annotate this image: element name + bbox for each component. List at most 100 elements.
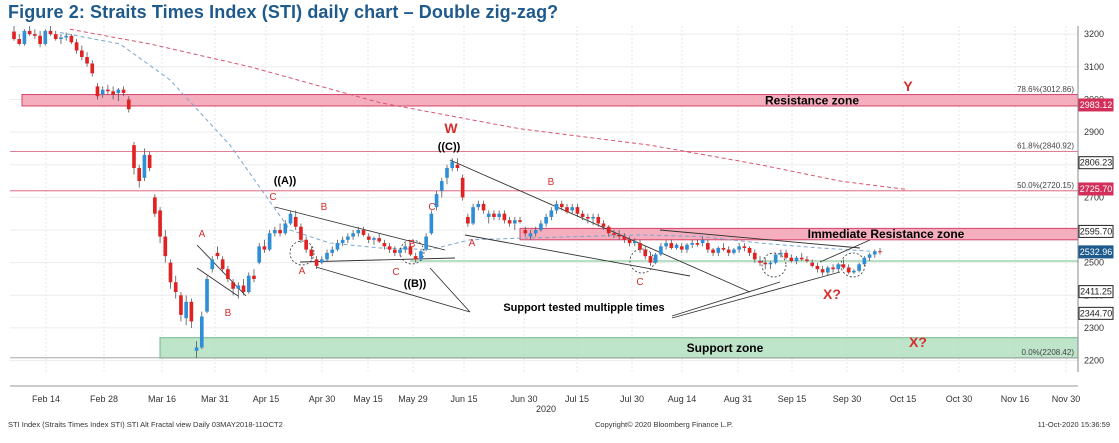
price-tag-box xyxy=(1078,285,1114,299)
footer: STI Index (Straits Times Index STI) STI … xyxy=(8,420,1110,429)
candle-body xyxy=(659,246,663,255)
candle-body xyxy=(220,259,225,270)
footer-left: STI Index (Straits Times Index STI) STI … xyxy=(8,420,283,429)
candle-body xyxy=(126,99,131,110)
candle-body xyxy=(810,262,815,266)
x-tick-label: May 15 xyxy=(353,394,383,404)
candle-body xyxy=(872,251,877,255)
wave-label-small: C xyxy=(636,277,643,288)
candle-body xyxy=(643,249,648,257)
y-tick-label: 2700 xyxy=(1084,192,1104,202)
candle-body xyxy=(403,246,408,250)
candle-body xyxy=(382,243,387,247)
candle-body xyxy=(752,252,757,260)
candle-body xyxy=(559,203,564,208)
candle-body xyxy=(273,230,277,234)
y-tick-label: 3200 xyxy=(1084,29,1104,39)
candle-body xyxy=(565,207,569,213)
candle-body xyxy=(512,220,517,224)
pivot-circle xyxy=(840,252,866,278)
x-tick-label: Mar 16 xyxy=(148,394,176,404)
candle-body xyxy=(293,216,298,227)
candle-body xyxy=(549,210,554,217)
candle-body xyxy=(471,207,475,224)
x-tick-label: Apr 30 xyxy=(309,394,336,404)
candle-body xyxy=(53,34,58,40)
zone-band xyxy=(159,337,1079,359)
candle-body xyxy=(79,50,84,58)
pivot-circle xyxy=(289,240,315,266)
wave-label-small: B xyxy=(321,202,328,213)
price-tag-label: 2725.70 xyxy=(1080,184,1113,194)
y-tick-label: 2200 xyxy=(1084,356,1104,366)
candle-body xyxy=(846,267,851,273)
trendline xyxy=(449,159,751,293)
candle-body xyxy=(878,251,882,253)
candle-body xyxy=(246,275,251,293)
candle-body xyxy=(742,246,747,248)
candle-body xyxy=(445,167,449,178)
candle-body xyxy=(439,181,444,191)
candle-body xyxy=(38,35,42,44)
candle-body xyxy=(95,86,100,97)
candle-body xyxy=(142,154,147,178)
zone-band xyxy=(519,227,1079,241)
x-tick-label: Mar 31 xyxy=(201,394,229,404)
gridlines xyxy=(10,26,1078,372)
trendline xyxy=(299,257,456,263)
fib-label: 78.6%(3012.86) xyxy=(1017,85,1074,94)
candle-body xyxy=(429,213,434,234)
candle-body xyxy=(330,249,335,253)
candle-body xyxy=(356,230,361,234)
candle-body xyxy=(695,243,700,245)
wave-label-c-big: ((C)) xyxy=(438,141,461,153)
price-tag-box xyxy=(1078,182,1114,196)
candle-body xyxy=(48,30,53,35)
moving-averages xyxy=(59,28,906,252)
candle-body xyxy=(716,247,721,253)
candle-body xyxy=(653,254,658,263)
candle-body xyxy=(69,35,74,43)
wave-label-y: Y xyxy=(903,78,913,94)
candle-body xyxy=(492,213,496,217)
candle-body xyxy=(617,234,621,237)
candle-body xyxy=(779,252,783,255)
annotation-support-tested: Support tested multipple times xyxy=(503,302,664,314)
candle-body xyxy=(799,257,804,260)
candle-body xyxy=(784,252,788,258)
candle-body xyxy=(226,269,230,279)
candle-body xyxy=(398,249,402,253)
candle-body xyxy=(460,177,465,198)
x-tick-label: Jun 30 xyxy=(510,394,537,404)
x-tick-label: Jul 30 xyxy=(620,394,644,404)
trendline xyxy=(671,281,781,317)
candle-body xyxy=(393,249,397,253)
x-tick-label: Jul 15 xyxy=(565,394,589,404)
candle-body xyxy=(153,197,157,214)
candle-body xyxy=(476,203,481,208)
price-tag-box xyxy=(1078,306,1114,320)
price-tag-box xyxy=(1078,224,1114,238)
candle-body xyxy=(706,243,710,250)
price-tag-box xyxy=(1078,156,1114,170)
wave-label-small: C xyxy=(269,192,276,203)
x-tick-label: Nov 30 xyxy=(1052,394,1081,404)
candle-body xyxy=(309,249,314,257)
y-tick-label: 3100 xyxy=(1084,62,1104,72)
x-tick-label: Sep 30 xyxy=(833,394,862,404)
candle-body xyxy=(711,249,715,253)
candle-body xyxy=(413,256,418,260)
candle-body xyxy=(351,233,355,237)
price-tag-label: 2806.23 xyxy=(1080,158,1113,168)
x-year-label: 2020 xyxy=(536,404,556,414)
candle-body xyxy=(674,244,679,248)
candle-body xyxy=(523,230,528,234)
candle-body xyxy=(33,34,37,36)
x-tick-label: Oct 30 xyxy=(946,394,973,404)
candle-body xyxy=(372,238,376,240)
candle-body xyxy=(669,243,674,248)
candle-body xyxy=(85,57,89,64)
candle-body xyxy=(747,247,752,253)
wave-label-b-big: ((B)) xyxy=(404,278,427,290)
candle-body xyxy=(601,223,606,227)
